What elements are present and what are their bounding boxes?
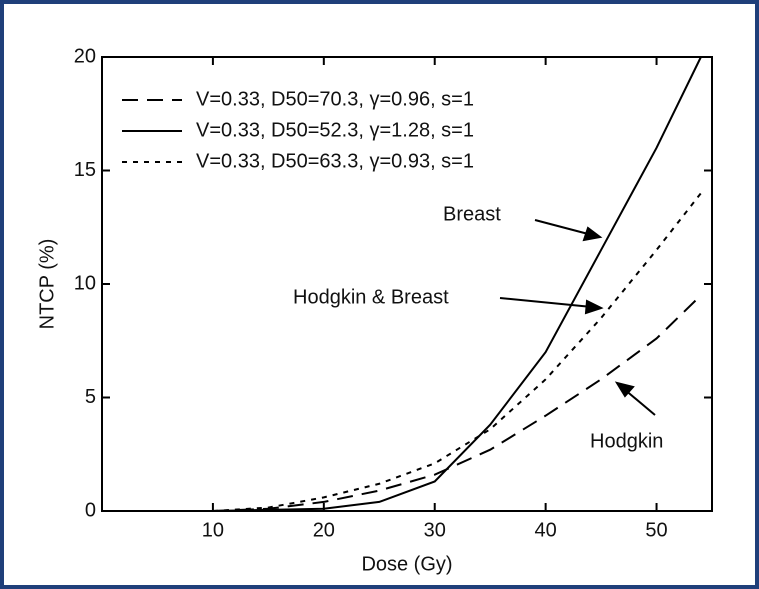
legend-label: V=0.33, D50=63.3, γ=0.93, s=1 [196, 150, 474, 172]
y-tick-label: 5 [85, 386, 96, 408]
arrow-head [582, 226, 603, 242]
x-tick-label: 10 [202, 519, 224, 541]
y-axis-label: NTCP (%) [36, 239, 58, 330]
legend-label: V=0.33, D50=52.3, γ=1.28, s=1 [196, 119, 474, 141]
arrow-head [614, 381, 635, 398]
arrow [623, 388, 656, 416]
annotation: Hodgkin & Breast [293, 286, 449, 308]
y-tick-label: 20 [74, 45, 96, 67]
x-axis-label: Dose (Gy) [361, 553, 452, 575]
y-tick-label: 15 [74, 159, 96, 181]
y-tick-label: 0 [85, 499, 96, 521]
legend-label: V=0.33, D50=70.3, γ=0.96, s=1 [196, 88, 474, 110]
y-tick-label: 10 [74, 272, 96, 294]
x-tick-label: 50 [645, 519, 667, 541]
series-line [212, 56, 702, 512]
x-tick-label: 20 [313, 519, 335, 541]
x-tick-label: 30 [424, 519, 446, 541]
arrow-head [584, 299, 604, 315]
annotation: Hodgkin [590, 430, 663, 452]
x-tick-label: 40 [535, 519, 557, 541]
series-line [212, 294, 702, 512]
arrows [499, 219, 656, 416]
arrow [534, 219, 593, 236]
annotation: Breast [443, 203, 501, 225]
arrow [499, 297, 593, 308]
